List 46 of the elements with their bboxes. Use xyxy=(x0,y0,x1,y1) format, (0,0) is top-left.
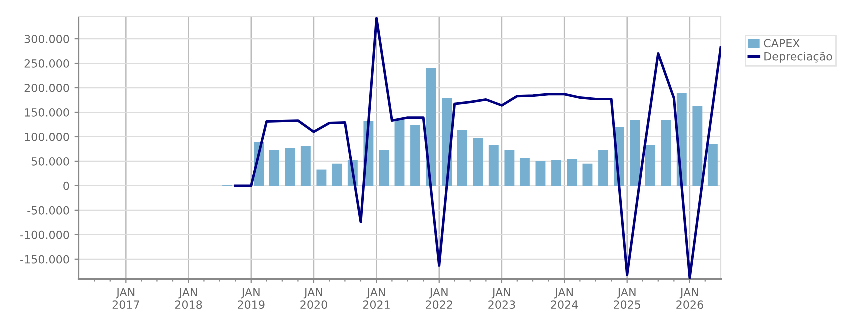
bar xyxy=(332,164,342,186)
bar xyxy=(630,120,640,186)
x-tick-label: JAN 2018 xyxy=(175,288,202,310)
bar xyxy=(394,120,405,186)
y-tick-label: 150.000 xyxy=(25,108,70,117)
bar xyxy=(410,125,420,186)
legend-label: Depreciação xyxy=(764,52,832,63)
y-tick-label: 50.000 xyxy=(32,157,70,166)
bar xyxy=(661,120,672,186)
y-tick-label: 100.000 xyxy=(25,132,70,142)
y-tick-label: 250.000 xyxy=(24,60,70,68)
bar xyxy=(598,150,608,186)
y-tick-label: 200.000 xyxy=(24,84,70,92)
bar xyxy=(285,148,296,186)
bar xyxy=(269,150,280,186)
x-tick-label: JAN 2019 xyxy=(238,288,265,310)
y-tick-label: 0 xyxy=(64,182,70,190)
x-tick-label: JAN 2024 xyxy=(551,288,578,310)
bar xyxy=(300,146,311,186)
bar xyxy=(473,138,484,186)
x-tick-label: JAN 2022 xyxy=(426,288,452,310)
bar xyxy=(488,145,499,186)
bar xyxy=(567,159,578,186)
y-tick-label: -50.000 xyxy=(28,206,70,215)
x-tick-label: JAN 2021 xyxy=(363,288,390,310)
bar xyxy=(380,150,390,186)
bar xyxy=(708,144,718,186)
bar xyxy=(536,160,546,186)
y-tick-label: -100.000 xyxy=(20,230,70,240)
x-tick-label: JAN 2017 xyxy=(112,288,140,310)
bar xyxy=(692,106,703,186)
bar xyxy=(645,145,656,186)
bar xyxy=(520,158,530,186)
bar xyxy=(316,170,327,186)
y-tick-label: -150.000 xyxy=(20,255,70,264)
x-tick-label: JAN 2020 xyxy=(300,288,328,310)
bar xyxy=(504,150,515,186)
x-tick-label: JAN 2025 xyxy=(614,288,641,310)
legend-label: CAPEX xyxy=(764,39,800,48)
bar xyxy=(552,160,562,186)
bar xyxy=(457,130,468,186)
bar xyxy=(582,164,593,186)
x-tick-label: JAN 2026 xyxy=(676,288,704,310)
y-tick-label: 300.000 xyxy=(24,35,70,44)
x-tick-label: JAN 2023 xyxy=(488,288,516,310)
bar xyxy=(426,68,436,186)
